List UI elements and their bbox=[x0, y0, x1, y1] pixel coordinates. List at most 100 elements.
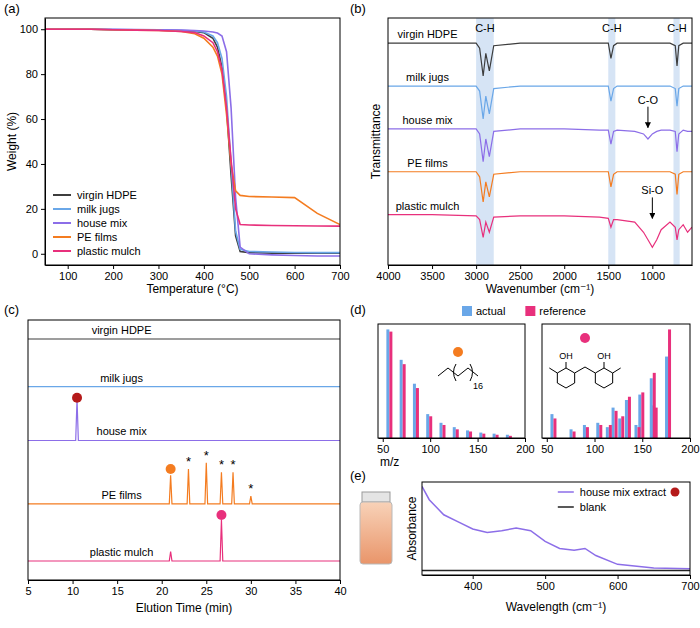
x-axis-title: Wavenumber (cm⁻¹) bbox=[486, 282, 595, 296]
bar bbox=[599, 425, 602, 438]
legend: house mix extractblank bbox=[558, 486, 680, 513]
y-tick-label: 40 bbox=[26, 158, 38, 170]
bar bbox=[400, 360, 403, 438]
bar bbox=[429, 416, 432, 438]
x-tick-mark bbox=[295, 265, 296, 269]
legend: actualreference bbox=[462, 305, 586, 317]
x-tick-mark bbox=[547, 438, 548, 442]
x-tick-mark bbox=[608, 265, 609, 269]
legend-label: house mix bbox=[77, 217, 128, 229]
x-tick: 200 bbox=[516, 438, 534, 455]
annotation: * bbox=[186, 454, 191, 469]
y-tick-label: 100 bbox=[20, 23, 38, 35]
legend-swatch bbox=[53, 222, 71, 224]
x-tick: 2500 bbox=[508, 265, 532, 282]
panel: 50100150200m/z(d)actualreference16 bbox=[350, 302, 586, 469]
legend-label: blank bbox=[580, 501, 607, 513]
x-tick-label: 200 bbox=[516, 443, 534, 455]
x-tick-label: 50 bbox=[541, 443, 553, 455]
bar bbox=[586, 427, 589, 438]
x-tick-label: 400 bbox=[195, 270, 213, 282]
y-tick: 0 bbox=[32, 248, 45, 260]
x-axis-line bbox=[46, 265, 341, 266]
x-tick-mark bbox=[251, 580, 252, 584]
x-axis-line bbox=[543, 438, 691, 439]
x-tick: 35 bbox=[290, 580, 302, 597]
bar bbox=[453, 427, 456, 438]
x-tick: 4000 bbox=[376, 265, 400, 282]
bar bbox=[469, 431, 472, 438]
callout: Si-O bbox=[641, 184, 663, 196]
series-line bbox=[45, 29, 340, 256]
x-tick-label: 500 bbox=[536, 580, 554, 592]
bond bbox=[566, 362, 567, 368]
y-tick-label: 20 bbox=[26, 203, 38, 215]
plot-marks bbox=[386, 329, 511, 438]
x-tick: 700 bbox=[681, 575, 699, 592]
annotation: * bbox=[230, 457, 235, 472]
x-tick-label: 200 bbox=[681, 443, 699, 455]
bar bbox=[634, 425, 637, 438]
bar bbox=[479, 433, 482, 438]
plot-frame bbox=[45, 18, 340, 265]
x-tick-label: 25 bbox=[201, 585, 213, 597]
legend-label: reference bbox=[539, 305, 585, 317]
bar bbox=[442, 425, 445, 438]
x-tick-mark bbox=[432, 265, 433, 269]
annotation: C-H bbox=[667, 22, 687, 34]
x-axis-title: Wavelength (cm⁻¹) bbox=[506, 600, 607, 614]
x-tick-mark bbox=[545, 575, 546, 579]
x-tick-mark bbox=[117, 580, 118, 584]
x-axis-line bbox=[389, 265, 693, 266]
plot-frame bbox=[378, 324, 525, 438]
series-line bbox=[28, 463, 340, 504]
x-axis-title: m/z bbox=[380, 455, 399, 469]
bracket bbox=[470, 364, 473, 381]
peak-marker bbox=[216, 510, 226, 520]
legend-swatch bbox=[53, 194, 71, 196]
bar bbox=[625, 400, 628, 438]
x-tick-label: 3000 bbox=[464, 270, 488, 282]
x-tick-mark bbox=[652, 265, 653, 269]
x-tick-label: 200 bbox=[104, 270, 122, 282]
callout: C-O bbox=[638, 94, 659, 106]
x-tick-label: 5 bbox=[25, 585, 31, 597]
subscript: 16 bbox=[473, 381, 483, 391]
legend-label: virgin HDPE bbox=[77, 189, 137, 201]
x-tick-mark bbox=[476, 265, 477, 269]
x-tick: 10 bbox=[67, 580, 79, 597]
plot-marks bbox=[388, 18, 692, 265]
x-tick-mark bbox=[525, 438, 526, 442]
x-tick-mark bbox=[473, 575, 474, 579]
series-label: virgin HDPE bbox=[92, 324, 152, 336]
series-label: house mix bbox=[402, 114, 453, 126]
ring bbox=[557, 368, 574, 388]
x-tick-mark bbox=[68, 265, 69, 269]
x-tick-label: 3500 bbox=[420, 270, 444, 282]
series-line bbox=[45, 29, 340, 252]
x-tick-mark bbox=[618, 575, 619, 579]
x-tick-label: 2000 bbox=[552, 270, 576, 282]
legend-label: plastic mulch bbox=[77, 245, 141, 257]
x-tick-label: 300 bbox=[150, 270, 168, 282]
x-tick: 100 bbox=[586, 438, 604, 455]
bar bbox=[573, 431, 576, 438]
x-tick-mark bbox=[595, 438, 596, 442]
panel-letter: (c) bbox=[4, 302, 19, 317]
series-line bbox=[45, 29, 340, 253]
x-tick-label: 100 bbox=[59, 270, 77, 282]
bar bbox=[426, 414, 429, 438]
x-tick-label: 10 bbox=[67, 585, 79, 597]
series-line bbox=[28, 399, 340, 440]
x-tick-mark bbox=[430, 438, 431, 442]
x-axis-line bbox=[29, 580, 341, 581]
bar bbox=[596, 423, 599, 438]
x-tick: 500 bbox=[241, 265, 259, 282]
bar bbox=[612, 408, 615, 438]
x-tick-label: 40 bbox=[334, 585, 346, 597]
x-axis: 4000350030002500200015001000 bbox=[376, 265, 692, 282]
series-line bbox=[388, 215, 692, 248]
bar bbox=[416, 388, 419, 438]
bar bbox=[638, 395, 641, 438]
plot-marks bbox=[45, 29, 340, 256]
